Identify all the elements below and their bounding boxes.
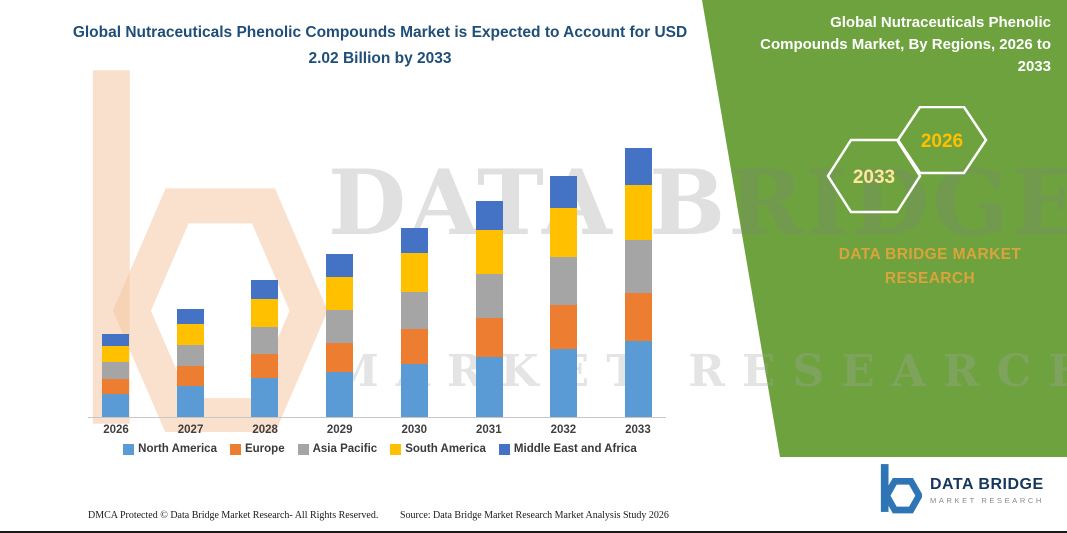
bar-2032 (550, 176, 578, 417)
legend-label: North America (138, 443, 217, 455)
bar-segment (251, 299, 279, 327)
bar-segment (400, 292, 428, 329)
bar-2030 (400, 228, 428, 417)
bar-segment (251, 280, 279, 299)
hexagon-badge-2033 (826, 138, 922, 214)
x-tick-label: 2029 (326, 424, 353, 436)
legend-swatch (297, 443, 309, 455)
bar-2028 (251, 280, 279, 417)
bar-segment (102, 379, 129, 394)
dmca-notice: DMCA Protected © Data Bridge Market Rese… (88, 510, 379, 521)
bar-segment (176, 366, 204, 386)
bar-segment (326, 277, 354, 310)
bar-segment (251, 378, 279, 417)
legend: North America Europe Asia Pacific South Ame… (55, 443, 705, 455)
legend-swatch (390, 443, 402, 455)
bar-segment (102, 334, 129, 346)
bar-segment (475, 318, 503, 357)
bar-segment (475, 230, 503, 274)
bar-segment (102, 394, 129, 417)
legend-swatch (498, 443, 510, 455)
bar-segment (550, 176, 578, 208)
bar-segment (475, 274, 503, 318)
panel-brand-line2: RESEARCH (884, 270, 976, 288)
bar-segment (326, 254, 354, 277)
chart-title: Global Nutraceuticals Phenolic Compounds… (72, 24, 688, 67)
company-logo: DATA BRIDGE MARKET RESEARCH (878, 462, 1044, 519)
bar-segment (102, 362, 129, 379)
x-tick-label: 2026 (103, 424, 129, 436)
bar-segment (326, 310, 354, 343)
legend-swatch (123, 443, 135, 455)
bar-segment (400, 364, 428, 417)
bar-2026 (102, 334, 129, 417)
bar-segment (624, 148, 652, 185)
panel-brand-line1: DATA BRIDGE MARKET (838, 246, 1022, 263)
bars (88, 138, 666, 417)
bar-segment (624, 185, 652, 240)
source-note: Source: Data Bridge Market Research Mark… (400, 510, 669, 521)
bar-segment (400, 228, 428, 253)
bar-segment (475, 201, 503, 230)
legend-label: Europe (244, 443, 285, 455)
side-panel-title: Global Nutraceuticals Phenolic Compounds… (760, 14, 1051, 75)
legend-item: Middle East and Africa (498, 443, 637, 455)
bar-segment (475, 357, 503, 417)
x-tick-label: 2033 (625, 424, 651, 436)
legend-item: North America (123, 443, 217, 455)
x-tick-label: 2030 (401, 424, 428, 436)
bar-segment (400, 329, 428, 364)
stacked-bar-chart (88, 138, 666, 418)
bar-segment (326, 343, 354, 372)
bar-2031 (475, 201, 503, 417)
x-tick-label: 2031 (476, 424, 502, 436)
year-badges: 2033 2026 (818, 105, 998, 223)
bar-2027 (176, 309, 204, 417)
bar-segment (624, 293, 652, 341)
badge-year-2033: 2033 (853, 167, 895, 188)
bar-segment (550, 208, 578, 257)
legend-swatch (229, 443, 241, 455)
bar-segment (550, 305, 578, 349)
bar-2033 (624, 148, 652, 417)
bar-segment (326, 372, 354, 417)
bar-2029 (326, 254, 354, 417)
legend-item: South America (390, 443, 486, 455)
x-tick-label: 2027 (177, 424, 204, 436)
logo-subtitle: MARKET RESEARCH (930, 496, 1044, 505)
bar-segment (624, 240, 652, 293)
data-bridge-b-icon (878, 462, 923, 519)
legend-label: Asia Pacific (312, 443, 378, 455)
bar-segment (400, 253, 428, 292)
bar-segment (176, 386, 204, 417)
bar-segment (550, 349, 578, 417)
legend-item: Europe (229, 443, 285, 455)
bar-segment (176, 309, 204, 324)
x-tick-label: 2028 (252, 424, 278, 436)
badge-year-2026: 2026 (921, 131, 963, 152)
panel-brand-text: DATA BRIDGE MARKET RESEARCH (795, 243, 1065, 291)
bar-segment (176, 345, 204, 366)
bar-segment (102, 346, 129, 362)
x-axis-labels: 2026 2027 2028 2029 2030 2031 2032 2033 (88, 424, 666, 436)
logo-text: DATA BRIDGE MARKET RESEARCH (930, 476, 1044, 505)
logo-name: DATA BRIDGE (930, 476, 1044, 493)
legend-label: South America (405, 443, 486, 455)
bar-segment (251, 327, 279, 354)
bottom-border-line (0, 531, 1067, 533)
legend-item: Asia Pacific (297, 443, 378, 455)
bar-segment (624, 341, 652, 417)
bar-segment (176, 324, 204, 345)
bar-segment (550, 257, 578, 305)
legend-label: Middle East and Africa (513, 443, 637, 455)
x-tick-label: 2032 (550, 424, 577, 436)
bar-segment (251, 354, 279, 378)
